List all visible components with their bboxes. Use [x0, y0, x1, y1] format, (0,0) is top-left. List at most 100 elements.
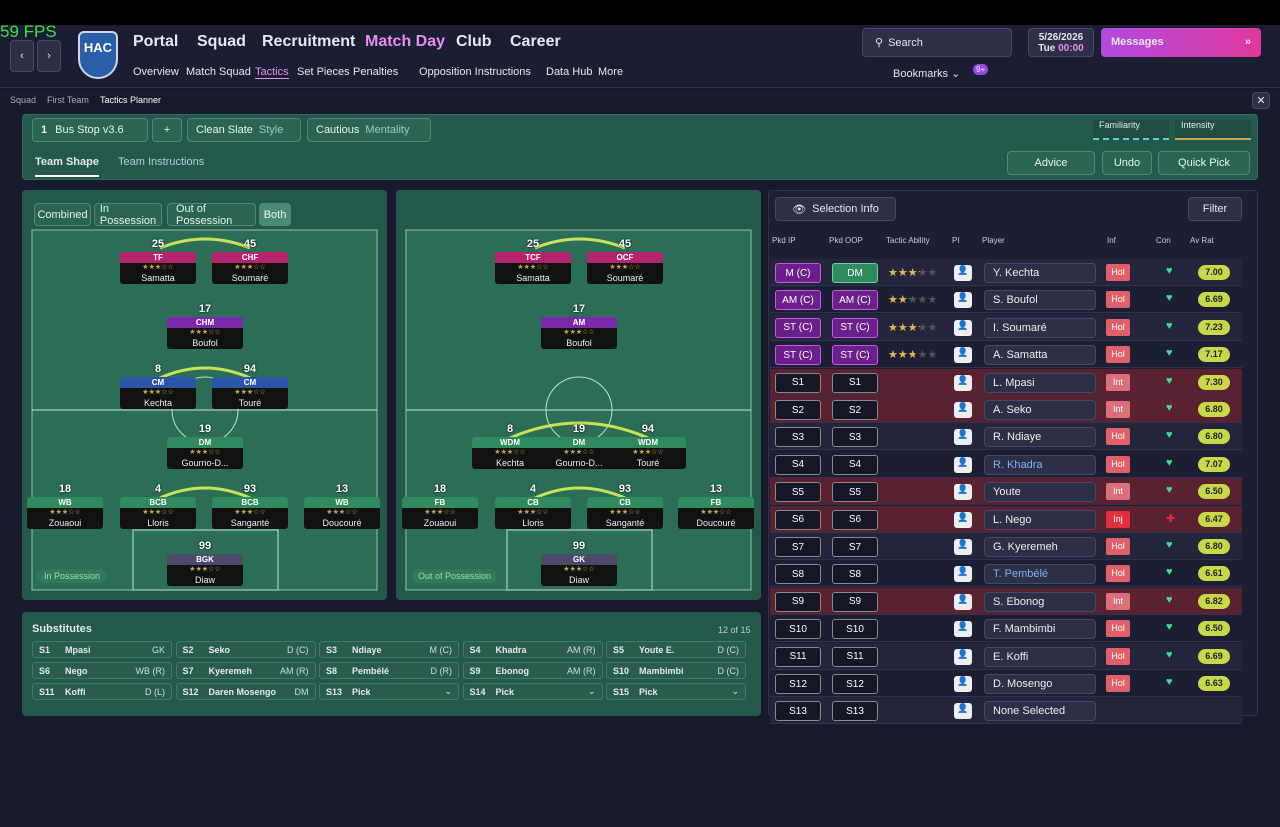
action-button[interactable]: Advice — [1007, 151, 1095, 175]
sub-slot[interactable]: S11 Koffi D (L) — [32, 683, 172, 700]
player-select[interactable]: S. Boufol — [984, 290, 1096, 311]
pi-icon[interactable]: 👤 — [954, 456, 972, 473]
table-row[interactable]: S8 S8 👤 T. Pembélé Hol ♥ 6.61 — [770, 560, 1242, 588]
player-card[interactable]: 19 DM ★★★☆☆ Gourno-D... — [167, 423, 243, 469]
player-select[interactable]: L. Nego — [984, 509, 1096, 530]
tactic-select[interactable]: 1 Bus Stop v3.6 — [32, 118, 148, 142]
action-button[interactable]: Undo — [1102, 151, 1152, 175]
column-header[interactable]: Av Rat — [1190, 236, 1214, 245]
player-card[interactable]: 13 WB ★★★☆☆ Doucouré — [304, 483, 380, 529]
pi-icon[interactable]: 👤 — [954, 539, 972, 555]
player-card[interactable]: 18 WB ★★★☆☆ Zouaoui — [27, 483, 103, 529]
close-button[interactable]: ✕ — [1252, 92, 1270, 109]
pi-icon[interactable]: 👤 — [954, 292, 972, 309]
sub-slot[interactable]: S5 Youte E. D (C) — [606, 641, 746, 658]
back-button[interactable]: ‹ — [10, 40, 34, 72]
phase-tab[interactable]: Out of Possession — [167, 203, 256, 227]
nav-item[interactable]: Portal — [133, 33, 179, 50]
table-row[interactable]: M (C) DM ★★★★★★★★★★ 👤 Y. Kechta Hol ♥ 7.00 — [770, 259, 1242, 286]
table-row[interactable]: S9 S9 👤 S. Ebonog Int ♥ 6.82 — [770, 587, 1242, 615]
player-select[interactable]: F. Mambimbi — [984, 619, 1096, 640]
table-row[interactable]: S4 S4 👤 R. Khadra Hol ♥ 7.07 — [770, 450, 1242, 478]
sub-slot[interactable]: S13 Pick ⌄ — [319, 683, 459, 700]
column-header[interactable]: Pkd OOP — [829, 236, 863, 245]
player-card[interactable]: 94 CM ★★★☆☆ Touré — [212, 363, 288, 409]
table-row[interactable]: AM (C) AM (C) ★★★★★★★★★★ 👤 S. Boufol Hol ♥ 6.69 — [770, 286, 1242, 314]
player-select[interactable]: E. Koffi — [984, 646, 1096, 667]
player-select[interactable]: Youte — [984, 482, 1096, 503]
player-select[interactable]: D. Mosengo — [984, 674, 1096, 694]
column-header[interactable]: Tactic Ability — [886, 236, 930, 245]
player-card[interactable]: 13 FB ★★★☆☆ Doucouré — [678, 483, 754, 529]
player-select[interactable]: T. Pembélé — [984, 564, 1096, 585]
sub-slot[interactable]: S3 Ndiaye M (C) — [319, 641, 459, 658]
player-select[interactable]: A. Samatta — [984, 345, 1096, 366]
player-select[interactable]: Y. Kechta — [984, 263, 1096, 283]
club-logo[interactable]: HAC — [78, 31, 118, 79]
pi-icon[interactable]: 👤 — [954, 319, 972, 336]
phase-tab[interactable]: Both — [259, 203, 291, 226]
player-card[interactable]: 45 CHF ★★★☆☆ Soumaré — [212, 238, 288, 284]
pi-icon[interactable]: 👤 — [954, 566, 972, 583]
player-select[interactable]: R. Ndiaye — [984, 427, 1096, 448]
player-card[interactable]: 4 BCB ★★★☆☆ Lloris — [120, 483, 196, 529]
style-select[interactable]: Clean Slate Style — [187, 118, 301, 142]
column-header[interactable]: Inf — [1107, 236, 1116, 245]
player-card[interactable]: 93 CB ★★★☆☆ Sanganté — [587, 483, 663, 529]
player-select[interactable]: S. Ebonog — [984, 591, 1096, 612]
pi-icon[interactable]: 👤 — [954, 593, 972, 610]
subnav-item[interactable]: Penalties — [353, 66, 399, 78]
sub-slot[interactable]: S8 Pembélé D (R) — [319, 662, 459, 679]
pi-icon[interactable]: 👤 — [954, 402, 972, 418]
filter-button[interactable]: Filter — [1188, 197, 1242, 221]
selection-info-button[interactable]: 👁 Selection Info — [775, 197, 896, 221]
sub-slot[interactable]: S2 Seko D (C) — [175, 641, 316, 658]
player-card[interactable]: 99 GK ★★★☆☆ Diaw — [541, 540, 617, 586]
subnav-item[interactable]: Set Pieces — [297, 66, 350, 78]
player-card[interactable]: 18 FB ★★★☆☆ Zouaoui — [402, 483, 478, 529]
nav-item[interactable]: Match Day — [365, 33, 446, 50]
table-row[interactable]: ST (C) ST (C) ★★★★★★★★★★ 👤 A. Samatta Hol ♥ 7.1… — [770, 341, 1242, 369]
phase-tab[interactable]: Combined — [34, 203, 91, 226]
table-row[interactable]: S10 S10 👤 F. Mambimbi Hol ♥ 6.50 — [770, 615, 1242, 643]
table-row[interactable]: S13 S13 👤 None Selected — [770, 697, 1242, 725]
column-header[interactable]: PI — [952, 236, 960, 245]
player-card[interactable]: 99 BGK ★★★☆☆ Diaw — [167, 540, 243, 586]
player-select[interactable]: R. Khadra — [984, 454, 1096, 475]
sub-slot[interactable]: S12 Daren Mosengo DM — [175, 683, 316, 700]
pi-icon[interactable]: 👤 — [954, 621, 972, 638]
player-card[interactable]: 94 WDM ★★★☆☆ Touré — [610, 423, 686, 469]
sub-slot[interactable]: S15 Pick ⌄ — [606, 683, 746, 700]
player-select[interactable]: A. Seko — [984, 400, 1096, 420]
player-card[interactable]: 93 BCB ★★★☆☆ Sanganté — [212, 483, 288, 529]
forward-button[interactable]: › — [37, 40, 61, 72]
subnav-item[interactable]: Data Hub — [546, 66, 593, 78]
player-select[interactable]: G. Kyeremeh — [984, 537, 1096, 557]
column-header[interactable]: Pkd IP — [772, 236, 796, 245]
search-box[interactable]: ⚲ Search — [862, 28, 1012, 57]
player-card[interactable]: 25 TCF ★★★☆☆ Samatta — [495, 238, 571, 284]
sub-slot[interactable]: S6 Nego WB (R) — [32, 662, 172, 679]
tab[interactable]: Team Instructions — [118, 156, 205, 168]
pi-icon[interactable]: 👤 — [954, 676, 972, 692]
nav-item[interactable]: Squad — [197, 33, 246, 50]
table-row[interactable]: S12 S12 👤 D. Mosengo Hol ♥ 6.63 — [770, 670, 1242, 697]
sub-slot[interactable]: S1 Mpasi GK — [32, 641, 172, 658]
sub-slot[interactable]: S14 Pick ⌄ — [462, 683, 603, 700]
column-header[interactable]: Player — [982, 236, 1005, 245]
subnav-item[interactable]: More — [598, 66, 624, 78]
table-row[interactable]: S6 S6 👤 L. Nego Inj ✚ 6.47 — [770, 505, 1242, 533]
pi-icon[interactable]: 👤 — [954, 429, 972, 446]
player-select[interactable]: None Selected — [984, 701, 1096, 722]
sub-slot[interactable]: S7 Kyeremeh AM (R) — [175, 662, 316, 679]
player-card[interactable]: 19 DM ★★★☆☆ Gourno-D... — [541, 423, 617, 469]
date-box[interactable]: 5/26/2026 Tue 00:00 — [1028, 28, 1094, 57]
phase-tab[interactable]: In Possession — [94, 203, 162, 227]
table-row[interactable]: S1 S1 👤 L. Mpasi Int ♥ 7.30 — [770, 368, 1242, 396]
pi-icon[interactable]: 👤 — [954, 484, 972, 501]
player-select[interactable]: I. Soumaré — [984, 317, 1096, 338]
subnav-item[interactable]: Opposition Instructions — [419, 66, 531, 78]
subnav-item[interactable]: Tactics — [255, 66, 289, 79]
messages-button[interactable]: Messages» — [1101, 28, 1261, 57]
pi-icon[interactable]: 👤 — [954, 703, 972, 720]
